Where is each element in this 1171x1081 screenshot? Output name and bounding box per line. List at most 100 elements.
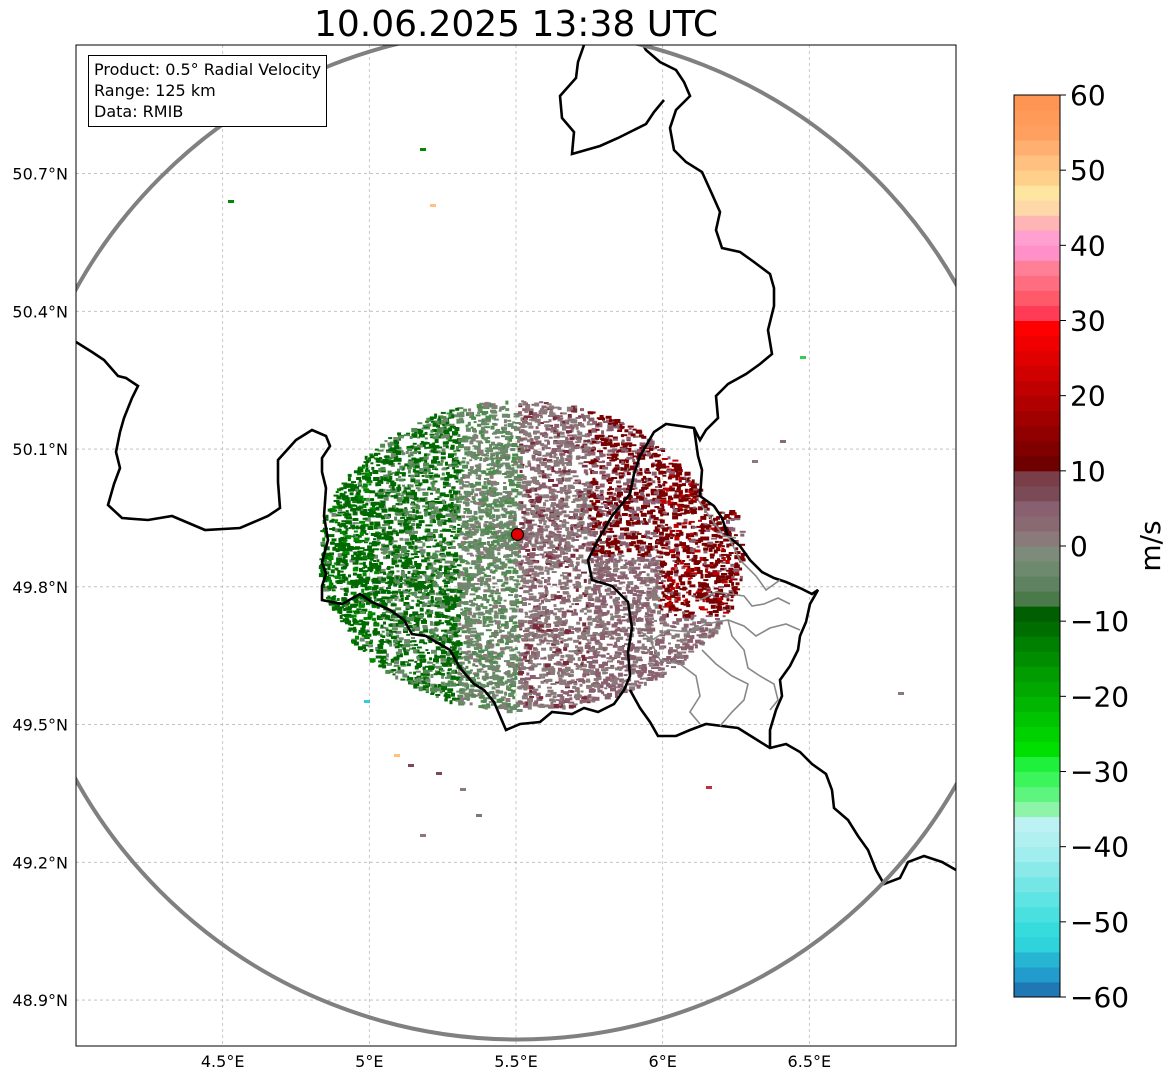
- velocity-echo: [455, 407, 460, 411]
- velocity-echo: [714, 540, 719, 543]
- velocity-echo: [363, 593, 370, 597]
- velocity-echo: [423, 672, 430, 677]
- velocity-echo: [649, 651, 654, 655]
- velocity-echo: [533, 554, 540, 556]
- velocity-echo: [655, 486, 661, 488]
- velocity-echo: [439, 515, 446, 519]
- velocity-echo: [654, 604, 661, 609]
- velocity-echo: [685, 573, 691, 578]
- velocity-echo: [546, 628, 552, 632]
- velocity-echo: [501, 426, 507, 430]
- velocity-echo: [454, 602, 459, 606]
- velocity-echo: [327, 508, 332, 512]
- velocity-echo: [440, 411, 446, 414]
- velocity-echo: [589, 664, 596, 669]
- velocity-echo: [588, 482, 595, 486]
- velocity-echo: [567, 572, 572, 577]
- velocity-echo: [412, 577, 419, 580]
- velocity-echo: [356, 489, 362, 493]
- velocity-echo: [369, 542, 373, 545]
- velocity-echo: [711, 543, 717, 548]
- velocity-echo: [395, 675, 399, 680]
- velocity-echo: [425, 420, 430, 423]
- velocity-echo: [365, 469, 370, 473]
- velocity-echo: [586, 609, 592, 613]
- velocity-echo: [590, 528, 596, 531]
- velocity-echo: [691, 573, 697, 576]
- velocity-echo: [475, 659, 482, 663]
- velocity-echo: [600, 416, 605, 419]
- velocity-echo: [690, 509, 697, 514]
- velocity-echo: [673, 570, 679, 574]
- velocity-echo: [499, 639, 504, 643]
- velocity-echo: [657, 507, 664, 510]
- velocity-echo: [402, 529, 406, 533]
- velocity-echo: [565, 654, 571, 658]
- velocity-echo: [343, 537, 347, 542]
- velocity-echo: [365, 576, 371, 581]
- velocity-echo: [592, 520, 599, 524]
- velocity-echo: [531, 415, 535, 420]
- velocity-echo: [359, 600, 363, 604]
- velocity-echo: [528, 615, 533, 619]
- velocity-echo: [549, 453, 553, 458]
- velocity-echo: [552, 506, 556, 511]
- velocity-echo: [459, 677, 464, 681]
- velocity-echo: [335, 514, 342, 517]
- velocity-echo: [493, 590, 499, 593]
- velocity-echo: [508, 472, 515, 476]
- velocity-echo: [697, 581, 701, 584]
- velocity-echo: [563, 544, 567, 549]
- velocity-echo: [586, 650, 590, 654]
- velocity-echo: [476, 525, 481, 529]
- velocity-echo: [590, 637, 595, 642]
- velocity-echo: [480, 603, 484, 608]
- velocity-echo: [609, 504, 616, 508]
- velocity-echo: [695, 599, 700, 602]
- velocity-echo: [537, 685, 541, 689]
- velocity-echo: [661, 536, 666, 541]
- velocity-echo: [368, 483, 372, 486]
- velocity-echo: [437, 461, 441, 465]
- velocity-echo: [588, 699, 592, 702]
- velocity-echo: [643, 565, 650, 569]
- velocity-echo: [467, 610, 472, 615]
- velocity-echo: [688, 520, 695, 523]
- velocity-echo: [437, 602, 441, 607]
- velocity-echo: [558, 661, 562, 666]
- velocity-echo: [359, 595, 363, 600]
- velocity-echo: [686, 551, 691, 554]
- velocity-echo: [606, 479, 613, 483]
- velocity-echo: [335, 548, 340, 553]
- velocity-echo: [381, 630, 385, 633]
- velocity-echo: [722, 615, 726, 618]
- velocity-echo: [641, 652, 648, 655]
- velocity-echo: [628, 566, 635, 569]
- velocity-echo: [397, 432, 402, 436]
- velocity-echo: [543, 420, 550, 423]
- velocity-echo: [344, 614, 349, 617]
- velocity-echo: [388, 513, 391, 518]
- velocity-echo: [501, 563, 508, 567]
- velocity-echo: [409, 644, 416, 647]
- velocity-echo: [564, 692, 569, 695]
- velocity-echo: [675, 583, 679, 588]
- velocity-echo: [555, 546, 559, 550]
- velocity-echo: [486, 463, 491, 466]
- velocity-echo: [444, 601, 450, 606]
- velocity-echo: [717, 558, 720, 561]
- velocity-echo: [450, 675, 456, 680]
- velocity-echo: [524, 615, 530, 618]
- velocity-echo: [621, 619, 628, 622]
- velocity-echo: [357, 646, 363, 651]
- velocity-echo: [427, 453, 431, 456]
- velocity-echo: [423, 425, 429, 428]
- velocity-echo: [600, 502, 604, 505]
- velocity-echo: [430, 674, 434, 678]
- velocity-echo: [544, 599, 551, 603]
- velocity-echo: [451, 518, 457, 523]
- velocity-echo: [626, 456, 631, 460]
- velocity-echo: [662, 623, 669, 627]
- velocity-echo: [591, 449, 595, 452]
- velocity-echo: [431, 604, 438, 607]
